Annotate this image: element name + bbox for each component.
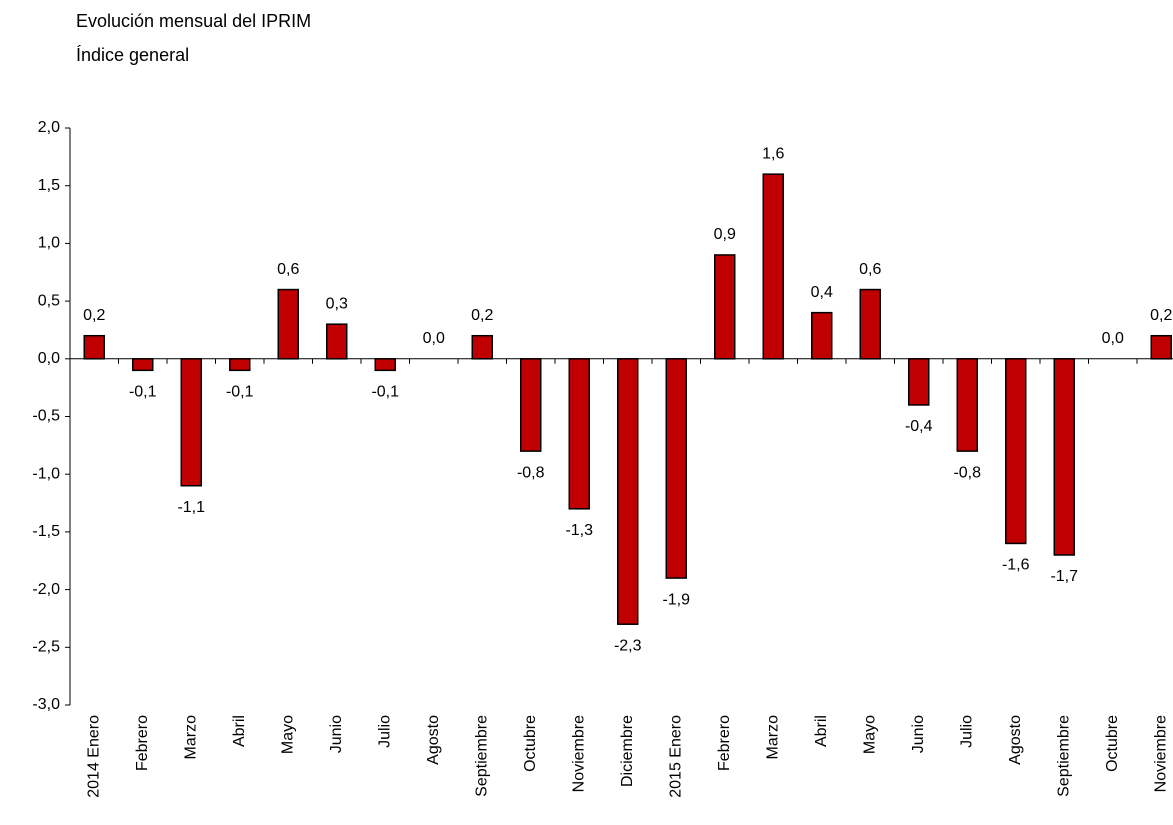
bar [83,334,105,360]
value-label: -0,4 [905,418,933,435]
bar [762,173,784,360]
value-label: -2,3 [614,637,642,654]
bar [665,358,687,579]
y-tick-label: -3,0 [32,696,60,713]
bar [374,358,396,372]
x-tick-label: 2014 Enero [85,715,102,798]
x-tick-label: Mayo [279,715,296,754]
value-label: 0,2 [83,307,105,324]
bar [1150,334,1172,360]
value-label: 0,3 [326,295,348,312]
value-label: -1,1 [177,499,205,516]
value-label: -1,7 [1050,568,1078,585]
x-tick-label: Octubre [1104,715,1121,772]
bar [471,334,493,360]
bar [1005,358,1027,545]
value-label: 0,2 [471,307,493,324]
bar [229,358,251,372]
value-label: 0,2 [1150,307,1172,324]
x-tick-label: Junio [910,715,927,753]
y-tick-label: -1,5 [32,523,60,540]
y-tick-label: -0,5 [32,408,60,425]
y-tick-label: -2,5 [32,639,60,656]
value-label: -0,8 [517,464,545,481]
x-tick-label: Marzo [764,715,781,760]
x-tick-label: Julio [376,715,393,748]
value-label: 0,4 [811,284,833,301]
value-label: -0,1 [371,384,399,401]
x-tick-label: Agosto [425,715,442,765]
x-tick-label: Abril [813,715,830,747]
value-label: 0,9 [714,226,736,243]
x-tick-label: Agosto [1007,715,1024,765]
value-label: -0,8 [953,464,981,481]
bar [714,254,736,360]
bar [1053,358,1075,556]
x-tick-label: Noviembre [570,715,587,792]
bar [277,288,299,360]
bar [568,358,590,510]
y-tick-label: 1,0 [38,235,60,252]
value-label: -0,1 [129,384,157,401]
x-tick-label: Septiembre [473,715,490,797]
bar [811,311,833,360]
bar [132,358,154,372]
x-tick-label: Mayo [861,715,878,754]
x-tick-label: Octubre [522,715,539,772]
y-tick-label: 0,5 [38,292,60,309]
x-tick-label: Junio [328,715,345,753]
value-label: 0,6 [277,261,299,278]
bar [326,323,348,360]
bar [617,358,639,625]
x-tick-label: Febrero [716,715,733,771]
x-tick-label: Febrero [134,715,151,771]
x-tick-label: Septiembre [1055,715,1072,797]
value-label: -1,3 [565,522,593,539]
bar [180,358,202,487]
y-tick-label: -2,0 [32,581,60,598]
y-tick-label: 2,0 [38,119,60,136]
value-label: 0,0 [423,330,445,347]
bar [520,358,542,452]
x-tick-label: Noviembre [1152,715,1169,792]
chart-title: Evolución mensual del IPRIM [76,11,311,31]
value-label: 0,6 [859,261,881,278]
x-tick-label: Julio [958,715,975,748]
value-label: -1,9 [662,591,690,608]
value-label: 1,6 [762,145,784,162]
x-tick-label: 2015 Enero [667,715,684,798]
y-tick-label: 0,0 [38,350,60,367]
bar [956,358,978,452]
x-tick-label: Abril [231,715,248,747]
value-label: -1,6 [1002,557,1030,574]
bar [908,358,930,406]
y-tick-label: 1,5 [38,177,60,194]
value-label: -0,1 [226,384,254,401]
value-label: 0,0 [1102,330,1124,347]
chart-subtitle: Índice general [76,45,189,65]
y-tick-label: -1,0 [32,465,60,482]
x-tick-label: Marzo [182,715,199,760]
bar [859,288,881,360]
x-tick-label: Diciembre [619,715,636,787]
